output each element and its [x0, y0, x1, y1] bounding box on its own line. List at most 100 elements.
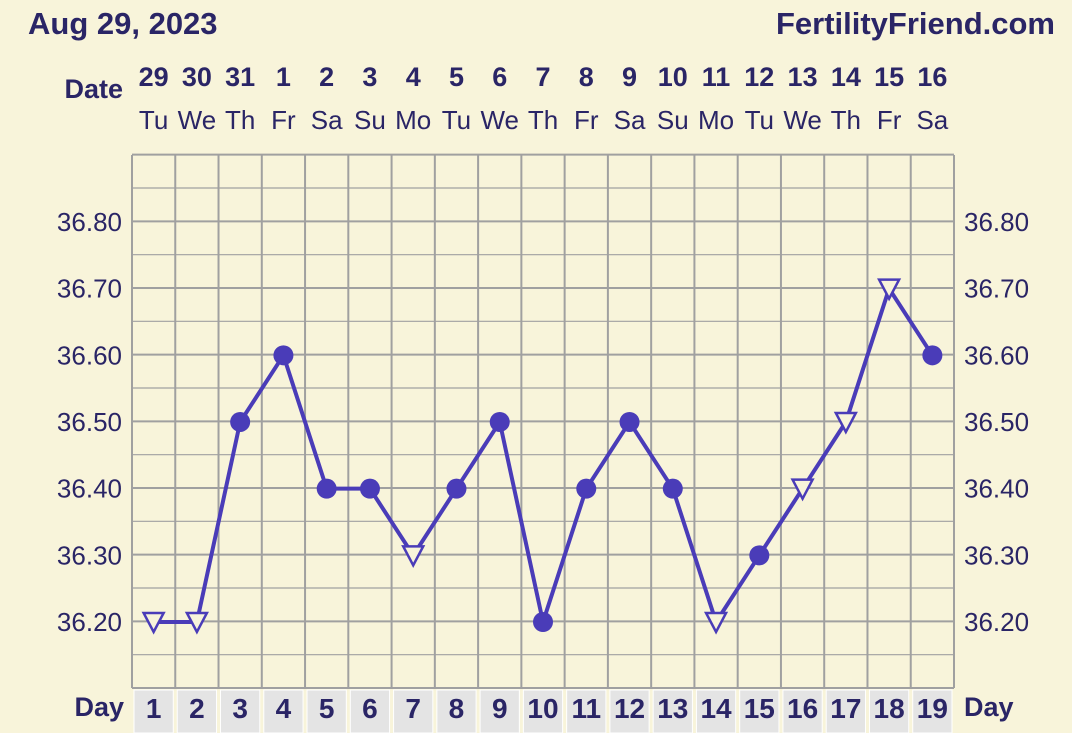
day-cell	[522, 689, 564, 733]
day-cell	[695, 689, 737, 733]
day-number: 1	[146, 693, 162, 724]
day-number: 12	[614, 693, 645, 724]
weekday-label: Mo	[698, 105, 734, 135]
date-label: 29	[139, 62, 169, 92]
date-label: 15	[874, 62, 904, 92]
temp-point	[922, 345, 943, 366]
temp-point-open	[141, 611, 166, 635]
day-cell	[349, 689, 391, 733]
temp-point-open	[703, 611, 729, 635]
y-tick-label-left: 36.40	[57, 474, 122, 504]
weekday-label: Mo	[395, 105, 431, 135]
y-tick-label-right: 36.60	[964, 340, 1029, 370]
temperature-line	[153, 286, 935, 624]
day-cell	[306, 689, 347, 733]
temp-point	[359, 478, 380, 499]
y-tick-label-right: 36.70	[964, 274, 1029, 304]
day-cell	[220, 689, 261, 733]
day-number: 4	[276, 693, 292, 724]
day-cell	[176, 689, 218, 733]
y-tick-label-left: 36.30	[57, 540, 122, 570]
date-label: 2	[319, 62, 334, 92]
day-number: 19	[917, 693, 948, 724]
temp-point-open	[401, 545, 426, 569]
temp-point	[662, 478, 683, 499]
y-tick-label-right: 36.20	[964, 607, 1029, 637]
day-number: 14	[700, 693, 732, 724]
date-label: 7	[535, 62, 550, 92]
day-cell	[782, 689, 823, 733]
date-label: 14	[831, 62, 861, 92]
day-number: 9	[492, 693, 508, 724]
date-label: 16	[917, 62, 947, 92]
weekday-label: We	[783, 105, 822, 135]
temp-point-open	[790, 478, 815, 502]
y-tick-label-left: 36.50	[57, 407, 122, 437]
day-cell	[393, 689, 434, 733]
weekday-label: Th	[225, 105, 255, 135]
date-label: 31	[225, 62, 255, 92]
temp-point-open	[877, 278, 902, 302]
temp-point	[619, 411, 640, 432]
weekday-label: Fr	[271, 105, 296, 135]
temp-point	[316, 478, 337, 499]
weekday-label: Sa	[916, 105, 948, 135]
temp-point	[230, 411, 251, 432]
temp-point	[576, 478, 597, 499]
weekday-row: Tu We Th Fr Sa Su Mo Tu We Th Fr Sa Su Mo Tu We Th Fr Sa	[139, 105, 949, 135]
date-label: 11	[702, 62, 731, 92]
date-label: 5	[449, 62, 464, 92]
day-number: 2	[189, 693, 205, 724]
date-label: 12	[744, 62, 774, 92]
date-label: 8	[579, 62, 594, 92]
weekday-label: Su	[354, 105, 386, 135]
chart-grid	[131, 153, 955, 689]
weekday-label: Th	[528, 105, 558, 135]
weekday-label: Su	[657, 105, 689, 135]
day-cell	[868, 689, 910, 733]
day-number: 16	[787, 693, 818, 724]
y-tick-label-left: 36.80	[57, 207, 122, 237]
day-cell	[609, 689, 650, 733]
date-label: 10	[658, 62, 688, 92]
day-cell	[825, 689, 866, 733]
date-label: 1	[276, 62, 291, 92]
weekday-label: Sa	[614, 105, 646, 135]
date-row: 29 30 31 1 2 3 4 5 6 7 8 9 10 11 12 13 14 15 16	[139, 62, 948, 92]
day-number: 7	[405, 693, 421, 724]
weekday-label: Fr	[877, 105, 902, 135]
date-label: 6	[492, 62, 507, 92]
day-cell	[652, 689, 693, 733]
chart-date-title: Aug 29, 2023	[28, 6, 218, 41]
y-axis-right: 36.20 36.30 36.40 36.50 36.60 36.70 36.80	[964, 207, 1029, 637]
temp-point	[533, 612, 553, 632]
date-label: 9	[622, 62, 637, 92]
date-label: 13	[788, 62, 818, 92]
y-tick-label-right: 36.50	[964, 407, 1029, 437]
temperature-series	[141, 278, 943, 635]
y-tick-label-left: 36.70	[57, 274, 122, 304]
weekday-label: We	[178, 105, 217, 135]
temp-point	[489, 411, 510, 432]
y-axis-left: 36.20 36.30 36.40 36.50 36.60 36.70 36.80	[57, 207, 122, 637]
day-number: 13	[657, 693, 688, 724]
weekday-label: Tu	[745, 105, 774, 135]
day-row: 1 2 3 4 5 6 7 8 9 10 11 12 13 14 15 16 17 18 19	[133, 689, 953, 733]
weekday-label: Th	[831, 105, 861, 135]
weekday-label: Tu	[442, 105, 471, 135]
temp-point	[446, 478, 467, 499]
temp-point-open	[184, 611, 209, 635]
day-cell	[479, 689, 520, 733]
weekday-label: Sa	[311, 105, 343, 135]
y-tick-label-right: 36.40	[964, 474, 1029, 504]
day-row-label-left: Day	[74, 692, 124, 722]
date-label: 3	[362, 62, 377, 92]
day-cell	[912, 689, 953, 733]
day-number: 17	[830, 693, 861, 724]
day-number: 6	[362, 693, 378, 724]
weekday-label: Fr	[574, 105, 599, 135]
day-cell	[566, 689, 607, 733]
day-number: 8	[449, 693, 465, 724]
day-number: 18	[874, 693, 905, 724]
